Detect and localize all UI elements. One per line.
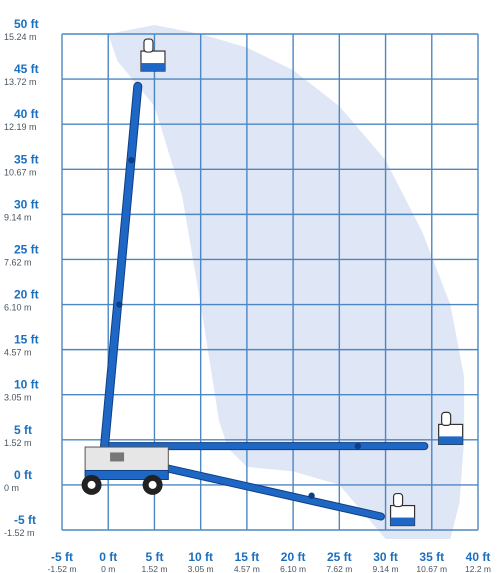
platform-basket-right: [438, 411, 464, 446]
x-tick-m: -1.52 m: [48, 564, 77, 573]
x-tick-m: 9.14 m: [373, 564, 399, 573]
y-tick-m: 3.05 m: [4, 393, 32, 403]
x-tick-ft: 40 ft: [466, 550, 491, 564]
platform-basket-below: [389, 492, 416, 527]
y-tick-ft: 20 ft: [14, 288, 39, 302]
y-tick-ft: 5 ft: [14, 423, 32, 437]
x-tick-m: 4.57 m: [234, 564, 260, 573]
wheel-hub: [148, 480, 157, 489]
x-tick-m: 7.62 m: [326, 564, 352, 573]
y-tick-ft: 10 ft: [14, 378, 39, 392]
x-tick-m: 3.05 m: [188, 564, 214, 573]
control-box: [110, 452, 125, 462]
y-tick-m: 7.62 m: [4, 257, 32, 267]
chassis-base: [84, 469, 169, 480]
boom-vertical: [101, 82, 142, 450]
y-tick-m: 1.52 m: [4, 438, 32, 448]
x-tick-ft: 20 ft: [281, 550, 306, 564]
basket-floor: [390, 517, 415, 526]
platform-basket-top: [140, 38, 166, 72]
y-tick-ft: 40 ft: [14, 107, 39, 121]
x-tick-ft: 5 ft: [145, 550, 163, 564]
y-tick-m: 9.14 m: [4, 212, 32, 222]
x-tick-ft: 10 ft: [188, 550, 213, 564]
x-tick-ft: 0 ft: [99, 550, 117, 564]
work-envelope: [108, 25, 465, 539]
y-tick-ft: 45 ft: [14, 62, 39, 76]
y-tick-m: 6.10 m: [4, 303, 32, 313]
x-tick-ft: -5 ft: [51, 550, 73, 564]
y-tick-m: 15.24 m: [4, 32, 37, 42]
y-tick-m: 12.19 m: [4, 122, 37, 132]
x-tick-m: 1.52 m: [141, 564, 167, 573]
wheel-hub: [87, 480, 96, 489]
y-tick-m: 13.72 m: [4, 77, 37, 87]
y-tick-ft: 35 ft: [14, 152, 39, 166]
boom-below: [137, 459, 384, 520]
x-tick-ft: 30 ft: [373, 550, 398, 564]
x-tick-ft: 35 ft: [419, 550, 444, 564]
x-tick-m: 10.67 m: [416, 564, 447, 573]
y-tick-m: 4.57 m: [4, 348, 32, 358]
y-tick-m: -1.52 m: [4, 528, 35, 538]
boom-joint: [128, 157, 135, 164]
x-tick-m: 6.10 m: [280, 564, 306, 573]
boom-joint: [308, 492, 315, 499]
operator-figure: [441, 411, 452, 427]
x-tick-m: 0 m: [101, 564, 115, 573]
y-tick-ft: 50 ft: [14, 17, 39, 31]
boom-joint: [354, 442, 362, 450]
boom-joint: [116, 301, 123, 308]
y-tick-ft: 0 ft: [14, 468, 32, 482]
y-tick-ft: -5 ft: [14, 513, 36, 527]
y-tick-ft: 30 ft: [14, 197, 39, 211]
y-tick-ft: 15 ft: [14, 333, 39, 347]
basket-floor: [438, 436, 463, 445]
y-tick-m: 0 m: [4, 483, 19, 493]
operator-figure: [392, 492, 404, 508]
x-tick-ft: 25 ft: [327, 550, 352, 564]
basket-floor: [140, 63, 165, 72]
chassis-body: [84, 446, 169, 475]
x-tick-m: 12.2 m: [465, 564, 491, 573]
y-tick-ft: 25 ft: [14, 242, 39, 256]
y-tick-m: 10.67 m: [4, 167, 37, 177]
lift-chassis: [81, 446, 169, 495]
operator-figure: [143, 38, 154, 53]
x-tick-ft: 15 ft: [235, 550, 260, 564]
